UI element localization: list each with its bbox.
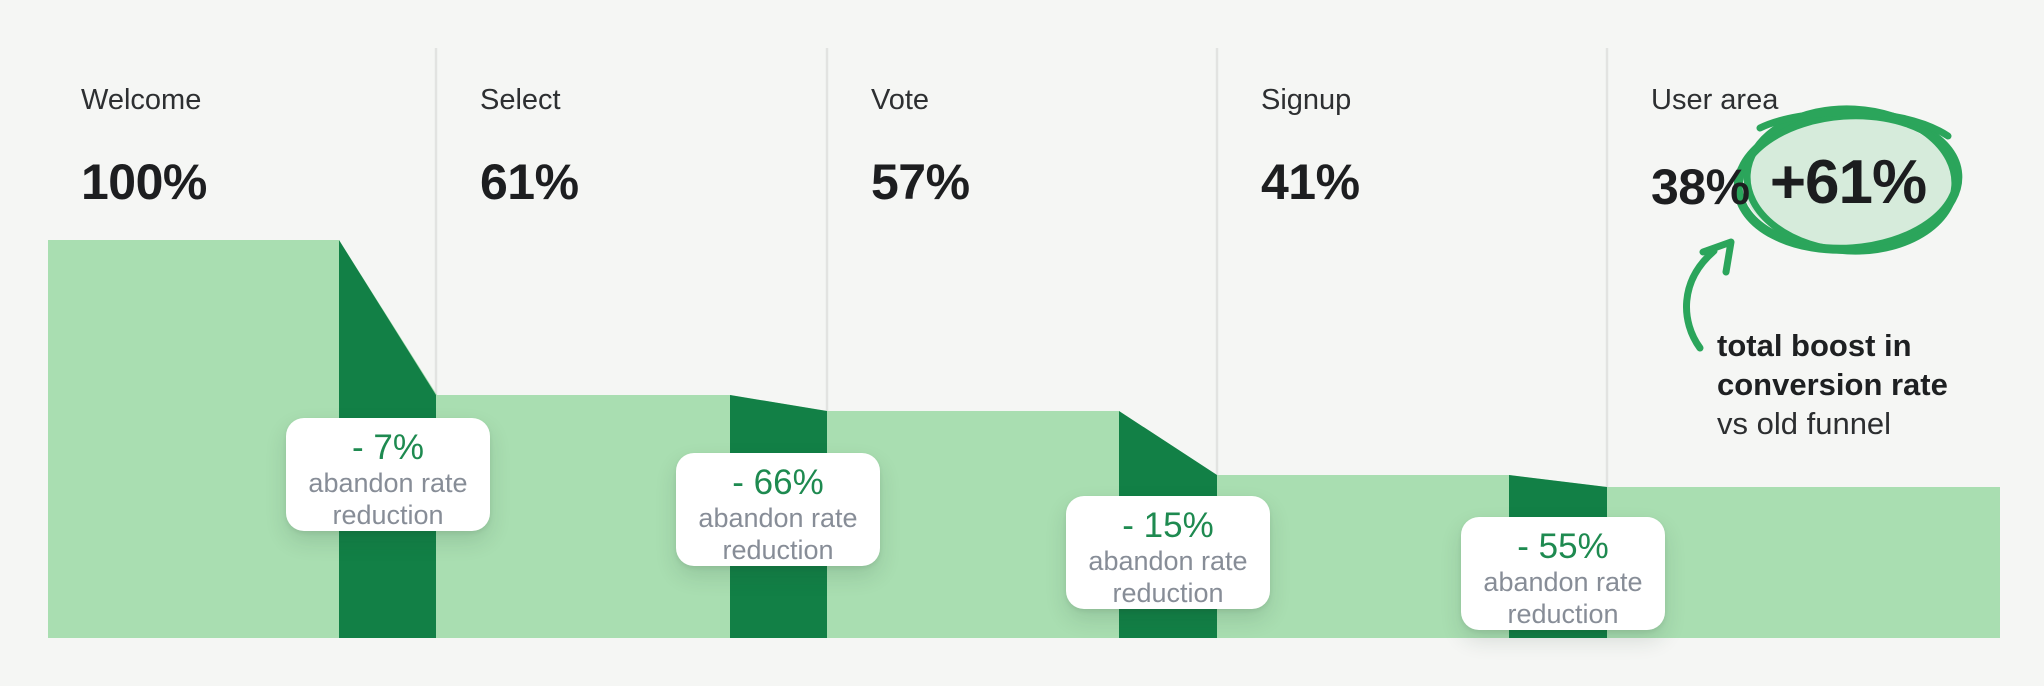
stage-percent: 57% xyxy=(871,154,970,210)
reduction-value: - 7% xyxy=(352,428,424,467)
hand-drawn-arrow-icon xyxy=(1683,238,1735,352)
stage-percent: 41% xyxy=(1261,154,1360,210)
stage-label: User area xyxy=(1651,84,1779,116)
stage-percent: 38% xyxy=(1651,159,1750,215)
stage-percent: 100% xyxy=(81,154,207,210)
hand-drawn-circle-highlight-icon xyxy=(1733,105,1963,255)
reduction-card: - 66% abandon rate reduction xyxy=(676,453,880,566)
stage-label: Signup xyxy=(1261,84,1352,116)
reduction-caption-line: abandon rate xyxy=(698,503,858,533)
boost-caption-line: total boost in xyxy=(1717,328,1912,363)
reduction-caption-line: abandon rate xyxy=(1483,567,1643,597)
reduction-caption-line: reduction xyxy=(722,535,834,565)
stage-label: Select xyxy=(480,84,561,116)
reduction-card: - 15% abandon rate reduction xyxy=(1066,496,1270,609)
stage-percent: 61% xyxy=(480,154,579,210)
reduction-caption-line: abandon rate xyxy=(308,468,468,498)
boost-caption-line: conversion rate xyxy=(1717,367,1948,402)
reduction-caption-line: reduction xyxy=(1507,599,1619,629)
stage-label: Vote xyxy=(871,84,930,116)
reduction-card: - 55% abandon rate reduction xyxy=(1461,517,1665,630)
boost-caption-line: vs old funnel xyxy=(1717,406,1892,441)
reduction-caption-line: reduction xyxy=(332,500,444,530)
reduction-card: - 7% abandon rate reduction xyxy=(286,418,490,531)
reduction-value: - 66% xyxy=(732,463,824,502)
reduction-value: - 15% xyxy=(1122,506,1214,545)
boost-caption: total boost in conversion rate vs old fu… xyxy=(1717,326,1948,443)
reduction-value: - 55% xyxy=(1517,527,1609,566)
reduction-caption-line: reduction xyxy=(1112,578,1224,608)
reduction-caption-line: abandon rate xyxy=(1088,546,1248,576)
stage-label: Welcome xyxy=(81,84,202,116)
boost-value: +61% xyxy=(1769,148,1927,217)
